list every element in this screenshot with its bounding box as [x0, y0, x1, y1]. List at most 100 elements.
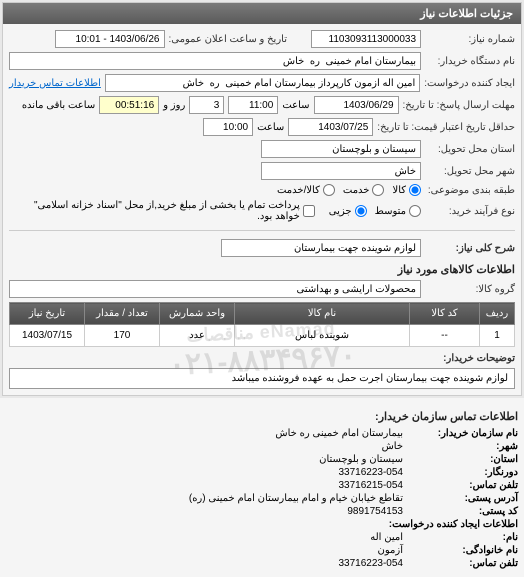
contact-row: اطلاعات ایجاد کننده درخواست: — [6, 519, 518, 530]
row-request-creator: ایجاد کننده درخواست: اطلاعات تماس خریدار — [9, 74, 515, 92]
response-deadline-date[interactable] — [314, 96, 399, 114]
process-type-radio-group: متوسط جزیی — [329, 205, 421, 217]
category-label: طبقه بندی موضوعی: — [425, 185, 515, 196]
goods-section-title: اطلاعات کالاهای مورد نیاز — [9, 263, 515, 276]
contact-label: تلفن تماس: — [403, 558, 518, 569]
category-goods-service-radio[interactable] — [323, 184, 335, 196]
col-date: تاریخ نیاز — [10, 303, 85, 325]
category-radio-group: کالا خدمت کالا/خدمت — [277, 184, 421, 196]
cell-name: شوینده لباس — [235, 325, 410, 347]
process-medium[interactable]: متوسط — [375, 205, 421, 217]
col-name: نام کالا — [235, 303, 410, 325]
panel-body: شماره نیاز: تاریخ و ساعت اعلان عمومی: نا… — [3, 24, 521, 395]
contact-label: دورنگار: — [403, 467, 518, 478]
process-partial-radio[interactable] — [355, 205, 367, 217]
treasury-checkbox[interactable] — [303, 205, 315, 217]
contact-row: استان:سیستان و بلوچستان — [6, 454, 518, 465]
buyer-org-input[interactable] — [9, 52, 421, 70]
cell-date: 1403/07/15 — [10, 325, 85, 347]
buyer-notes-box: لوازم شوینده جهت بیمارستان اجرت حمل به ع… — [9, 368, 515, 389]
response-time-label: ساعت — [282, 100, 309, 111]
divider — [9, 230, 515, 231]
buyer-notes-label: توضیحات خریدار: — [425, 353, 515, 364]
contact-row: تلفن تماس:33716215-054 — [6, 480, 518, 491]
row-city: شهر محل تحویل: — [9, 162, 515, 180]
contact-row: نام سازمان خریدار:بیمارستان امام خمینی ر… — [6, 428, 518, 439]
response-deadline-remaining[interactable] — [99, 96, 159, 114]
row-province: استان محل تحویل: — [9, 140, 515, 158]
panel-header: جزئیات اطلاعات نیاز — [3, 3, 521, 24]
row-buyer-notes: توضیحات خریدار: — [9, 353, 515, 364]
contact-label: نام سازمان خریدار: — [403, 428, 518, 439]
response-deadline-label: مهلت ارسال پاسخ: تا تاریخ: — [403, 100, 515, 111]
contact-row: نام خانوادگی:آزمون — [6, 545, 518, 556]
contact-value: آزمون — [378, 545, 403, 556]
row-need-summary: شرح کلی نیاز: — [9, 239, 515, 257]
need-summary-input[interactable] — [221, 239, 421, 257]
goods-group-label: گروه کالا: — [425, 284, 515, 295]
category-goods-service-label: کالا/خدمت — [277, 185, 320, 196]
city-input[interactable] — [261, 162, 421, 180]
contact-label: کد پستی: — [403, 506, 518, 517]
category-goods-radio[interactable] — [409, 184, 421, 196]
province-input[interactable] — [261, 140, 421, 158]
treasury-checkbox-item[interactable]: پرداخت تمام یا بخشی از مبلغ خرید,از محل … — [9, 200, 315, 222]
contact-section: اطلاعات تماس سازمان خریدار: نام سازمان خ… — [0, 398, 524, 577]
contact-value: 33716223-054 — [338, 558, 403, 569]
row-process-type: نوع فرآیند خرید: متوسط جزیی پرداخت تمام … — [9, 200, 515, 222]
process-partial[interactable]: جزیی — [329, 205, 367, 217]
contact-value: 33716215-054 — [338, 480, 403, 491]
need-summary-label: شرح کلی نیاز: — [425, 243, 515, 254]
main-panel: جزئیات اطلاعات نیاز شماره نیاز: تاریخ و … — [2, 2, 522, 396]
response-deadline-time[interactable] — [228, 96, 278, 114]
contact-label: شهر: — [403, 441, 518, 452]
contact-row: آدرس پستی:تقاطع خیابان خیام و امام بیمار… — [6, 493, 518, 504]
category-service[interactable]: خدمت — [343, 184, 385, 196]
contact-label: آدرس پستی: — [403, 493, 518, 504]
contact-row: نام:امین اله — [6, 532, 518, 543]
contact-value: خاش — [382, 441, 403, 452]
contact-value: تقاطع خیابان خیام و امام بیمارستان امام … — [189, 493, 403, 504]
request-creator-label: ایجاد کننده درخواست: — [424, 78, 515, 89]
process-medium-radio[interactable] — [409, 205, 421, 217]
panel-title: جزئیات اطلاعات نیاز — [420, 8, 513, 20]
validity-time-label: ساعت — [257, 122, 284, 133]
category-service-radio[interactable] — [372, 184, 384, 196]
process-medium-label: متوسط — [375, 206, 406, 217]
category-goods-service[interactable]: کالا/خدمت — [277, 184, 335, 196]
col-unit: واحد شمارش — [160, 303, 235, 325]
announce-datetime-input[interactable] — [55, 30, 165, 48]
category-service-label: خدمت — [343, 185, 370, 196]
row-goods-group: گروه کالا: — [9, 280, 515, 298]
row-need-number: شماره نیاز: تاریخ و ساعت اعلان عمومی: — [9, 30, 515, 48]
process-partial-label: جزیی — [329, 206, 352, 217]
contact-row: کد پستی:9891754153 — [6, 506, 518, 517]
cell-qty: 170 — [85, 325, 160, 347]
goods-group-input[interactable] — [9, 280, 421, 298]
buyer-contact-link[interactable]: اطلاعات تماس خریدار — [9, 78, 101, 89]
validity-deadline-time[interactable] — [203, 118, 253, 136]
contact-row: تلفن تماس:33716223-054 — [6, 558, 518, 569]
row-category: طبقه بندی موضوعی: کالا خدمت کالا/خدمت — [9, 184, 515, 196]
row-validity-deadline: حداقل تاریخ اعتبار قیمت: تا تاریخ: ساعت — [9, 118, 515, 136]
contact-title: اطلاعات تماس سازمان خریدار: — [6, 410, 518, 423]
category-goods[interactable]: کالا — [392, 184, 421, 196]
cell-unit: عدد — [160, 325, 235, 347]
category-goods-label: کالا — [392, 185, 406, 196]
province-label: استان محل تحویل: — [425, 144, 515, 155]
table-row[interactable]: 1 -- شوینده لباس عدد 170 1403/07/15 — [10, 325, 515, 347]
contact-value: 9891754153 — [347, 506, 403, 517]
buyer-org-label: نام دستگاه خریدار: — [425, 56, 515, 67]
need-number-input[interactable] — [311, 30, 421, 48]
contact-value: سیستان و بلوچستان — [319, 454, 403, 465]
contact-label: نام خانوادگی: — [403, 545, 518, 556]
response-remaining-label: ساعت باقی مانده — [22, 100, 95, 111]
row-buyer-org: نام دستگاه خریدار: — [9, 52, 515, 70]
col-code: کد کالا — [410, 303, 480, 325]
contact-label: تلفن تماس: — [403, 480, 518, 491]
announce-datetime-label: تاریخ و ساعت اعلان عمومی: — [169, 34, 288, 45]
contact-row: دورنگار:33716223-054 — [6, 467, 518, 478]
validity-deadline-date[interactable] — [288, 118, 373, 136]
response-deadline-days[interactable] — [189, 96, 224, 114]
request-creator-input[interactable] — [105, 74, 420, 92]
